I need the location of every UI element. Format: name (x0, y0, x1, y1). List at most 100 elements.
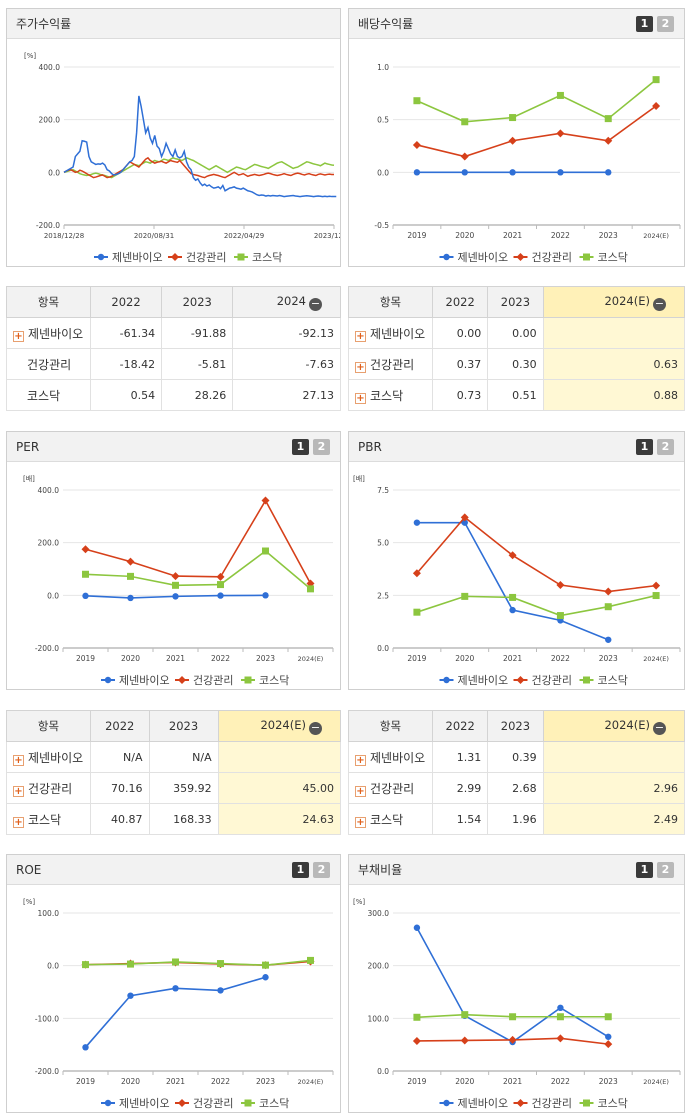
legend-label: 코스닥 (259, 1097, 289, 1110)
legend-label: 제넨바이오 (458, 674, 509, 687)
value-cell: 0.63 (542, 348, 686, 380)
legend-item: 건강관리 (513, 251, 572, 264)
y-tick-label: 0.5 (377, 116, 389, 125)
series-kosdaq (413, 76, 660, 126)
data-point (217, 987, 224, 994)
table-row: + 제넨바이오 -61.34 -91.88 -92.13 (6, 317, 341, 349)
expand-icon[interactable]: + (355, 392, 366, 404)
value-cell: -18.42 (89, 348, 163, 380)
value-cell: -91.88 (161, 317, 234, 349)
column-header-label: 2024(E) (260, 717, 306, 732)
value-cell: 1.54 (431, 803, 489, 835)
expand-icon[interactable]: + (13, 785, 24, 797)
data-point (556, 1034, 565, 1043)
view-2-button[interactable]: 2 (313, 439, 330, 455)
x-tick-label: 2024(E) (643, 232, 669, 240)
data-point (82, 592, 89, 600)
collapse-icon[interactable]: − (309, 296, 322, 311)
row-label: 제넨바이오 (370, 326, 426, 341)
data-point (262, 547, 269, 555)
view-1-button[interactable]: 1 (292, 862, 309, 878)
data-point (412, 569, 421, 578)
row-label: 건강관리 (370, 781, 415, 796)
series-sector (412, 1034, 613, 1049)
collapse-icon[interactable]: − (309, 720, 322, 735)
data-point (557, 1004, 564, 1011)
expand-icon[interactable]: + (13, 816, 24, 828)
legend-item: 코스닥 (579, 674, 628, 687)
expand-icon[interactable]: + (355, 330, 366, 342)
y-tick-label: 0.0 (47, 591, 59, 600)
column-header: 2024− (232, 286, 341, 318)
value-cell: 1.96 (487, 803, 544, 835)
data-point (443, 1099, 450, 1107)
view-2-button[interactable]: 2 (657, 16, 674, 32)
expand-icon[interactable]: + (13, 754, 24, 766)
legend-item: 코스닥 (241, 674, 289, 687)
view-1-button[interactable]: 1 (636, 439, 653, 455)
unit-label: [배] (353, 474, 365, 483)
column-header-label: 2024(E) (604, 717, 650, 732)
y-tick-label: 0.0 (47, 962, 59, 971)
view-1-button[interactable]: 1 (636, 16, 653, 32)
table-row: + 제넨바이오 0.00 0.00 (348, 317, 686, 349)
row-label-cell: + 제넨바이오 (6, 741, 91, 773)
data-point (126, 557, 135, 566)
view-2-button[interactable]: 2 (313, 862, 330, 878)
value-cell: 168.33 (148, 803, 219, 835)
value-cell: 2.49 (542, 803, 686, 835)
series-line (85, 498, 312, 584)
column-header: 항목 (348, 710, 433, 742)
y-tick-label: 0.0 (377, 1067, 389, 1076)
table-header-row: 항목 2022 2023 2024(E) − (6, 710, 342, 742)
legend-item: 제넨바이오 (439, 1097, 508, 1110)
view-1-button[interactable]: 1 (636, 862, 653, 878)
data-point (244, 676, 252, 684)
x-tick-label: 2023 (256, 654, 275, 663)
view-2-button[interactable]: 2 (657, 862, 674, 878)
column-header-label: 2024 (276, 293, 306, 308)
x-tick-label: 2019 (407, 231, 426, 240)
expand-icon[interactable]: + (355, 816, 366, 828)
collapse-icon[interactable]: − (653, 296, 666, 311)
column-header-label: 2023 (168, 719, 199, 733)
legend-item: 제넨바이오 (439, 674, 509, 687)
data-point (413, 519, 421, 526)
series-line (416, 516, 657, 593)
view-2-button[interactable]: 2 (657, 439, 674, 455)
y-tick-label: 2.5 (377, 591, 389, 600)
expand-icon[interactable]: + (13, 330, 24, 342)
row-label: 코스닥 (27, 388, 61, 403)
data-point (262, 592, 269, 599)
x-tick-label: 2020 (455, 654, 474, 663)
data-point (509, 169, 516, 176)
data-point (443, 676, 450, 684)
data-point (508, 136, 517, 145)
expand-icon[interactable]: + (355, 754, 366, 766)
view-1-button[interactable]: 1 (292, 439, 309, 455)
data-point (127, 992, 134, 999)
y-tick-label: 200.0 (39, 116, 61, 125)
dividend-yield-chart: 1.0 0.5 0.0 -0.5 2019 2020 2021 2022 2023 2024(E)… (374, 63, 681, 264)
expand-icon[interactable]: + (355, 785, 366, 797)
series-line (85, 959, 311, 966)
value-cell: N/A (90, 741, 150, 773)
series-company (63, 95, 337, 198)
value-cell: 27.13 (232, 379, 341, 411)
legend-label: 코스닥 (598, 1097, 628, 1110)
expand-icon[interactable]: + (355, 361, 366, 373)
value-cell: 0.73 (431, 379, 489, 411)
legend-label: 건강관리 (193, 1097, 233, 1110)
value-cell: 359.92 (148, 772, 219, 804)
collapse-icon[interactable]: − (653, 720, 666, 735)
row-label-cell: + 제넨바이오 (6, 317, 91, 349)
stock-return-panel: 주가수익률 [%] 400.0 200.0 0.0 -200.0 2018/12/28 20… (6, 8, 354, 267)
y-tick-label: 0.0 (48, 168, 60, 177)
row-label: 제넨바이오 (28, 326, 84, 341)
data-point (652, 581, 661, 590)
value-cell: -61.34 (89, 317, 163, 349)
